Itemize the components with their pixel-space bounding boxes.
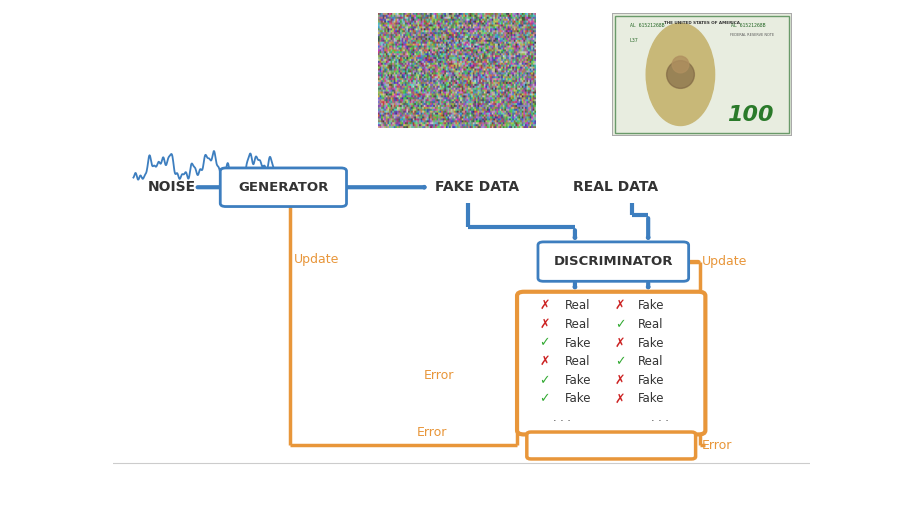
Text: ✓: ✓	[539, 374, 550, 387]
Text: ✓: ✓	[615, 355, 626, 368]
Text: Fake: Fake	[564, 393, 591, 406]
Text: Update: Update	[293, 253, 339, 266]
Text: ✓: ✓	[615, 318, 626, 331]
Text: ✓: ✓	[539, 393, 550, 406]
Text: NOISE: NOISE	[148, 180, 195, 194]
Text: Fake: Fake	[564, 337, 591, 350]
FancyBboxPatch shape	[612, 13, 792, 136]
Text: AL 61521268B: AL 61521268B	[630, 23, 664, 28]
Text: Error: Error	[702, 439, 733, 452]
Text: . . .: . . .	[554, 412, 572, 422]
FancyBboxPatch shape	[220, 168, 346, 207]
FancyBboxPatch shape	[517, 292, 706, 434]
Text: Real: Real	[564, 355, 590, 368]
Text: . . .: . . .	[651, 412, 669, 422]
Text: Error: Error	[417, 426, 446, 440]
Text: Fake: Fake	[638, 393, 664, 406]
Ellipse shape	[646, 23, 715, 125]
Text: Real: Real	[638, 318, 663, 331]
Text: FAKE DATA: FAKE DATA	[435, 180, 519, 194]
FancyBboxPatch shape	[538, 242, 688, 281]
Text: ✗: ✗	[615, 337, 626, 350]
Text: Fake: Fake	[638, 337, 664, 350]
Text: ✗: ✗	[539, 318, 550, 331]
Text: ✗: ✗	[539, 355, 550, 368]
Text: Fake: Fake	[564, 374, 591, 387]
Text: Error: Error	[424, 369, 454, 382]
FancyBboxPatch shape	[526, 432, 696, 459]
Text: Real: Real	[564, 299, 590, 312]
Text: ✗: ✗	[539, 299, 550, 312]
Text: GENERATOR: GENERATOR	[238, 181, 328, 194]
Text: THE UNITED STATES OF AMERICA: THE UNITED STATES OF AMERICA	[664, 21, 740, 25]
Text: Real: Real	[638, 355, 663, 368]
Text: ✗: ✗	[615, 299, 626, 312]
Text: Fake: Fake	[638, 299, 664, 312]
Text: FEDERAL RESERVE NOTE: FEDERAL RESERVE NOTE	[730, 33, 774, 38]
Text: L37: L37	[630, 38, 639, 43]
Text: DISCRIMINATOR: DISCRIMINATOR	[554, 255, 673, 268]
Text: 100: 100	[727, 105, 774, 125]
Text: ✗: ✗	[615, 393, 626, 406]
Text: ✗: ✗	[615, 374, 626, 387]
Text: ✓: ✓	[539, 337, 550, 350]
Text: Real: Real	[564, 318, 590, 331]
Text: REAL DATA: REAL DATA	[573, 180, 658, 194]
Text: Fake: Fake	[638, 374, 664, 387]
Text: AL 61521268B: AL 61521268B	[731, 23, 765, 28]
Text: Update: Update	[702, 255, 747, 268]
